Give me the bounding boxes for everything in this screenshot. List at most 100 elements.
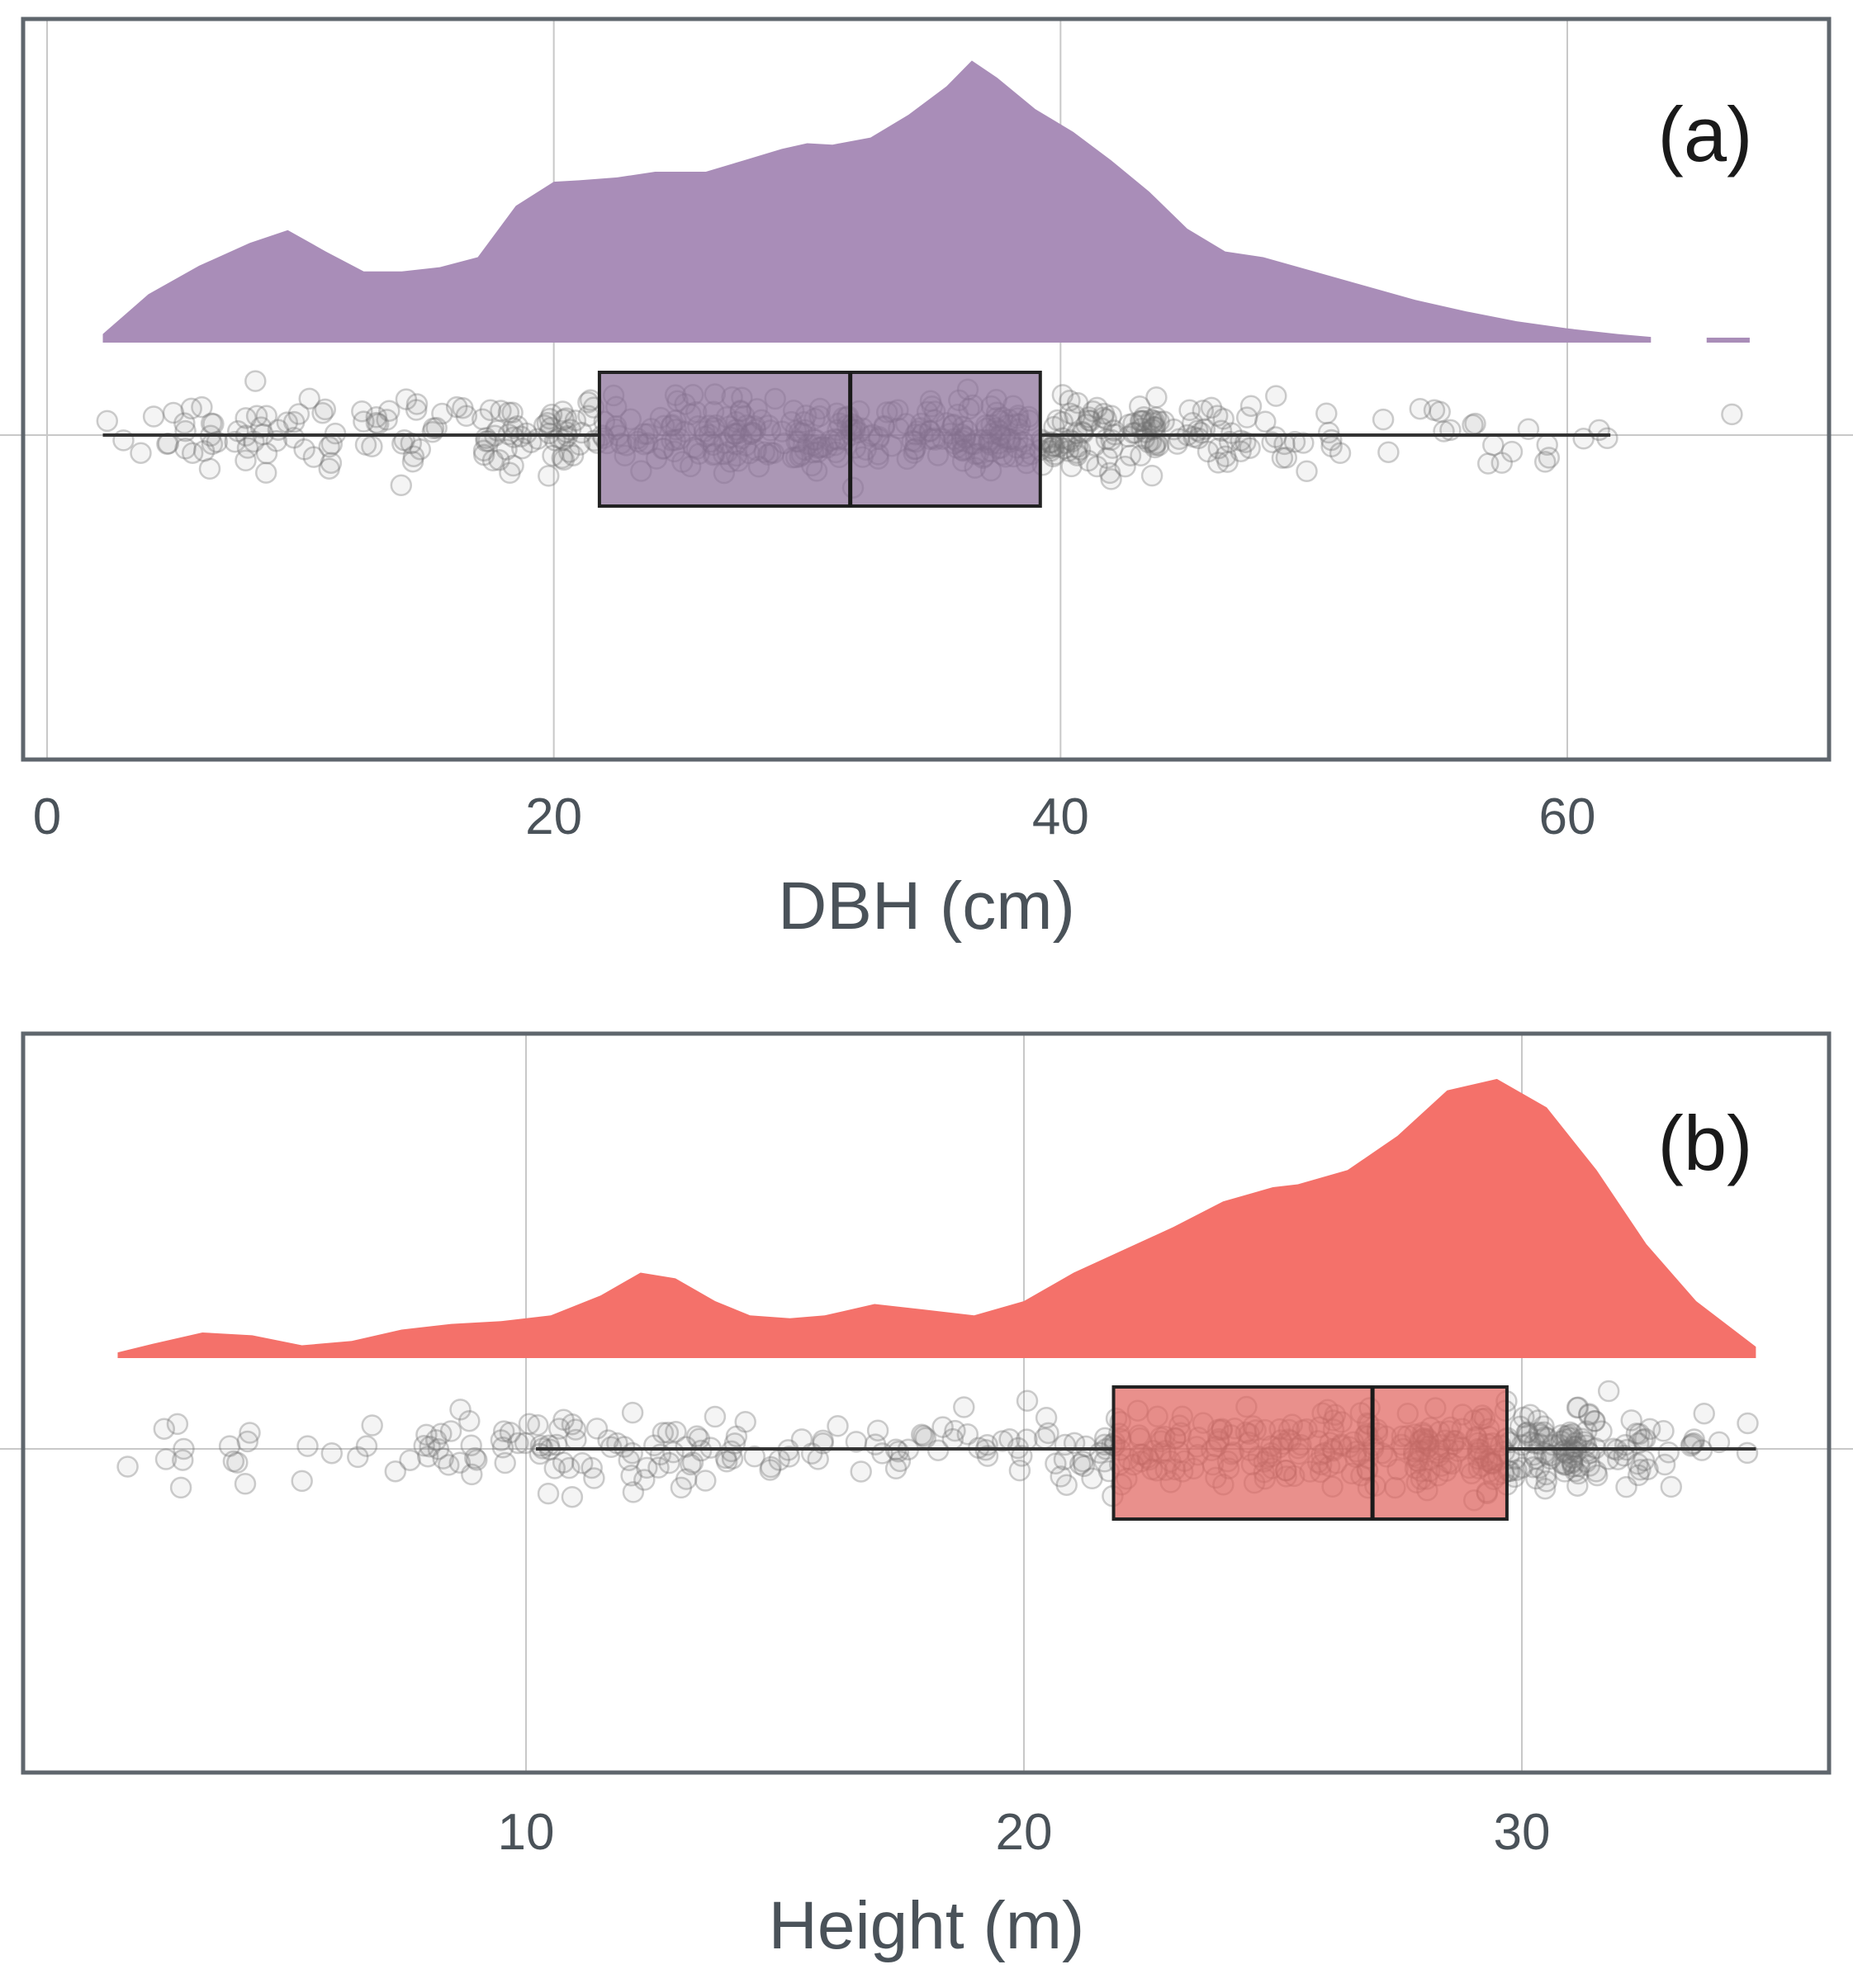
data-point [1565, 1436, 1588, 1458]
data-point [1585, 1464, 1609, 1487]
data-point [564, 1418, 587, 1441]
data-point [1200, 396, 1223, 419]
data-point [1086, 455, 1108, 478]
data-point [1660, 1475, 1683, 1498]
data-point [807, 1448, 829, 1470]
data-point [1078, 409, 1101, 432]
density-area [102, 60, 1652, 343]
data-point [1490, 452, 1514, 474]
data-point [174, 438, 197, 460]
data-point [1553, 1454, 1576, 1476]
data-point [1562, 1455, 1585, 1478]
data-point [492, 1420, 515, 1442]
data-point [1230, 440, 1252, 462]
data-point [1558, 1424, 1580, 1446]
data-point [1680, 1435, 1703, 1457]
data-point [1561, 1451, 1584, 1474]
data-point [743, 1445, 765, 1468]
data-point [472, 439, 495, 462]
data-point [255, 442, 278, 465]
data-point [581, 1456, 603, 1479]
data-point [1064, 405, 1086, 427]
data-point [1567, 1462, 1590, 1485]
data-point [276, 411, 299, 433]
data-point [1143, 416, 1165, 438]
data-point [1051, 384, 1074, 406]
data-point [1576, 1440, 1599, 1463]
data-point [675, 1436, 697, 1458]
data-point [458, 1409, 481, 1432]
data-point [998, 1428, 1021, 1451]
data-point [1372, 408, 1395, 431]
data-point [1317, 421, 1340, 444]
data-point [1565, 1441, 1587, 1463]
data-point [725, 1425, 748, 1448]
data-point [1736, 1441, 1759, 1465]
data-point [1050, 1465, 1072, 1488]
data-point [409, 438, 432, 461]
data-point [198, 457, 221, 480]
data-point [400, 432, 423, 455]
data-point [1482, 433, 1505, 457]
data-point [166, 1413, 189, 1436]
x-tick-label: 30 [1494, 1804, 1551, 1861]
data-point [464, 1446, 486, 1470]
frame-dbh [21, 17, 1832, 762]
data-point [235, 449, 257, 472]
x-tick-label: 40 [1032, 788, 1089, 845]
data-point [432, 1447, 454, 1470]
data-point [1528, 1423, 1552, 1446]
data-point [515, 422, 538, 445]
data-point [475, 427, 497, 449]
data-point [287, 403, 310, 425]
data-point [620, 1465, 642, 1487]
data-point [173, 412, 196, 434]
data-point [438, 1454, 460, 1476]
data-point [1590, 1420, 1613, 1442]
data-point [1166, 433, 1188, 455]
boxplot-height [536, 1385, 1756, 1521]
data-point [1584, 1410, 1606, 1432]
data-point [1016, 1389, 1039, 1413]
data-point [1065, 442, 1088, 464]
x-tick-label: 60 [1539, 788, 1596, 845]
data-point [1144, 436, 1166, 459]
data-point [361, 1414, 383, 1437]
data-point [1033, 1427, 1056, 1450]
data-point [490, 1429, 513, 1451]
data-point [647, 1456, 670, 1479]
data-point [1576, 1420, 1598, 1442]
data-point [402, 445, 425, 467]
data-point [1638, 1418, 1661, 1441]
data-point [675, 1468, 698, 1490]
data-point [405, 399, 428, 421]
data-point [1575, 1451, 1598, 1474]
data-point [154, 1448, 178, 1470]
data-point [425, 417, 448, 439]
data-point [507, 1432, 529, 1455]
box-iqr [597, 371, 1042, 508]
data-point [759, 1459, 781, 1481]
data-point [1066, 444, 1088, 466]
data-point [561, 1413, 584, 1436]
data-point [180, 397, 202, 420]
data-point [1051, 410, 1074, 433]
data-point [314, 398, 337, 421]
data-point [1206, 405, 1229, 427]
data-point [1216, 451, 1239, 473]
data-point [548, 1418, 571, 1440]
data-point [494, 1451, 516, 1474]
data-point [291, 1470, 313, 1493]
data-point [169, 1476, 192, 1499]
data-point [142, 405, 165, 428]
data-point [497, 401, 520, 424]
data-point [1069, 438, 1092, 461]
data-point [633, 1469, 656, 1491]
data-point [1190, 421, 1212, 444]
data-point [452, 396, 474, 419]
panel-height: 10 20 30 (b) Height (m) [0, 1031, 1853, 1963]
data-point [1627, 1452, 1649, 1475]
data-point [1708, 1431, 1731, 1454]
data-point [1625, 1422, 1648, 1445]
data-point [1065, 422, 1088, 444]
